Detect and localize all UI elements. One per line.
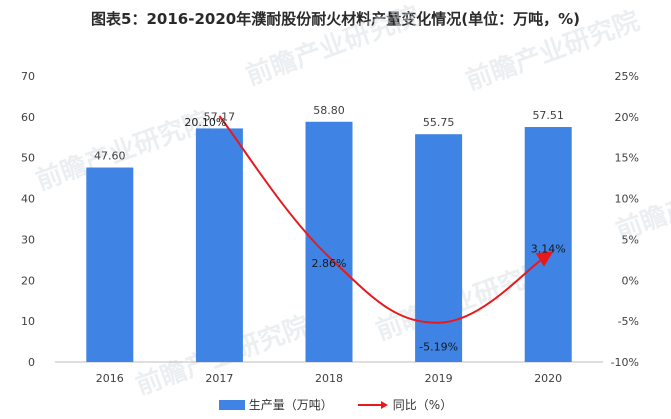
y-left-tick-label: 20 — [21, 274, 35, 287]
chart-legend: 生产量（万吨） 同比（%） — [0, 396, 671, 413]
y-left-tick-label: 40 — [21, 193, 35, 206]
bar — [305, 121, 353, 362]
line-value-label: -5.19% — [419, 341, 458, 354]
y-right-tick-label: 0% — [622, 274, 639, 287]
y-right-tick-label: -10% — [611, 356, 639, 369]
line-value-label: 20.10% — [184, 116, 226, 129]
y-right-tick-label: 5% — [622, 233, 639, 246]
y-left-tick-label: 10 — [21, 315, 35, 328]
x-tick-label: 2020 — [534, 372, 562, 385]
y-left-tick-label: 50 — [21, 152, 35, 165]
bar — [86, 167, 134, 362]
y-left-tick-label: 60 — [21, 111, 35, 124]
y-right-tick-label: -5% — [618, 315, 639, 328]
legend-label-yoy: 同比（%） — [392, 398, 453, 412]
x-tick-label: 2017 — [205, 372, 233, 385]
yoy-line — [218, 115, 554, 324]
legend-label-production: 生产量（万吨） — [248, 398, 333, 412]
legend-item-yoy: 同比（%） — [357, 396, 452, 413]
y-left-tick-label: 30 — [21, 233, 35, 246]
bar-value-label: 58.80 — [313, 104, 345, 117]
y-right-tick-label: 25% — [615, 70, 639, 83]
legend-item-production: 生产量（万吨） — [218, 396, 333, 413]
y-left-tick-label: 0 — [28, 356, 35, 369]
x-tick-label: 2018 — [315, 372, 343, 385]
bar-value-label: 57.51 — [532, 109, 564, 122]
line-value-label: 2.86% — [312, 257, 347, 270]
x-tick-label: 2019 — [425, 372, 453, 385]
x-tick-label: 2016 — [96, 372, 124, 385]
y-right-tick-label: 10% — [615, 193, 639, 206]
bar-value-label: 47.60 — [94, 150, 126, 163]
legend-bar-swatch — [218, 399, 245, 410]
line-value-label: 3.14% — [531, 243, 566, 256]
bar — [524, 127, 572, 362]
chart-canvas: 前瞻产业研究院前瞻产业研究院前瞻产业研究院前瞻产业研究院前瞻产业研究院前瞻产业研… — [21, 0, 671, 395]
chart-title: 图表5：2016-2020年濮耐股份耐火材料产量变化情况(单位：万吨，%) — [91, 10, 580, 28]
bar — [195, 128, 243, 362]
legend-arrow-swatch — [357, 400, 388, 409]
y-right-tick-label: 20% — [615, 111, 639, 124]
y-right-tick-label: 15% — [615, 152, 639, 165]
y-left-tick-label: 70 — [21, 70, 35, 83]
bar-value-label: 55.75 — [423, 116, 455, 129]
bar — [415, 134, 463, 362]
watermark-text: 前瞻产业研究院 — [242, 0, 424, 91]
